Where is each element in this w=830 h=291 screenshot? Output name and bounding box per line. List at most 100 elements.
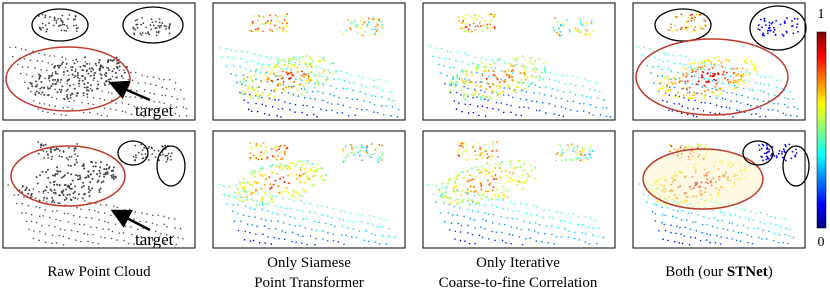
point — [733, 230, 735, 232]
point — [752, 89, 754, 91]
point — [51, 201, 53, 203]
point — [732, 68, 734, 70]
point — [687, 107, 689, 109]
point — [97, 113, 99, 115]
point — [231, 49, 233, 51]
point — [21, 212, 23, 214]
point — [489, 164, 491, 166]
point — [151, 148, 153, 150]
point — [319, 75, 321, 77]
point — [282, 169, 284, 171]
point — [89, 63, 91, 65]
point — [432, 55, 434, 57]
point — [314, 87, 316, 89]
point — [49, 189, 51, 191]
point — [526, 213, 528, 215]
point — [332, 62, 334, 64]
point — [90, 226, 92, 228]
point — [500, 192, 502, 194]
point — [72, 74, 74, 76]
point — [82, 197, 84, 199]
point — [592, 150, 594, 152]
point — [317, 90, 319, 92]
point — [545, 86, 547, 88]
point — [268, 99, 270, 101]
point — [709, 96, 711, 98]
point — [142, 149, 144, 151]
point — [691, 146, 693, 148]
point — [347, 155, 349, 157]
point — [522, 55, 524, 57]
point — [221, 56, 223, 58]
point — [491, 231, 493, 233]
point — [745, 217, 747, 219]
point — [760, 83, 762, 85]
point — [687, 27, 689, 29]
point — [279, 178, 281, 180]
point — [638, 183, 640, 185]
point — [691, 17, 693, 19]
point — [725, 67, 727, 69]
point — [492, 17, 494, 19]
point — [260, 145, 262, 147]
point — [103, 173, 105, 175]
point — [313, 184, 315, 186]
point — [315, 238, 317, 240]
point — [156, 224, 158, 226]
point — [692, 83, 694, 85]
point — [254, 208, 256, 210]
point — [69, 14, 71, 16]
point — [480, 189, 482, 191]
point — [145, 32, 147, 34]
point — [449, 58, 451, 60]
point — [238, 230, 240, 232]
point — [720, 92, 722, 94]
point — [357, 32, 359, 34]
point — [262, 16, 264, 18]
point — [306, 218, 308, 220]
point — [292, 75, 294, 77]
point — [767, 109, 769, 111]
point — [233, 57, 235, 59]
point — [692, 70, 694, 72]
point — [294, 225, 296, 227]
point — [83, 167, 85, 169]
point — [232, 204, 234, 206]
point — [671, 145, 673, 147]
point — [752, 243, 754, 245]
point — [467, 63, 469, 65]
point — [267, 22, 269, 24]
point — [362, 159, 364, 161]
point — [121, 224, 123, 226]
colorbar-min: 0 — [818, 235, 825, 250]
point — [30, 59, 32, 61]
point — [102, 228, 104, 230]
point — [513, 211, 515, 213]
point — [467, 188, 469, 190]
point — [378, 144, 380, 146]
point — [661, 222, 663, 224]
point — [770, 216, 772, 218]
point — [76, 143, 78, 145]
point — [759, 221, 761, 223]
point — [735, 87, 737, 89]
point — [520, 203, 522, 205]
point — [490, 97, 492, 99]
point — [268, 228, 270, 230]
point — [751, 236, 753, 238]
point — [240, 58, 242, 60]
point — [379, 243, 381, 245]
point — [694, 68, 696, 70]
point — [502, 240, 504, 242]
point — [24, 82, 26, 84]
point — [715, 79, 717, 81]
point — [755, 82, 757, 84]
point — [33, 230, 35, 232]
point — [490, 13, 492, 15]
point — [66, 96, 68, 98]
point — [535, 84, 537, 86]
point — [339, 218, 341, 220]
point — [695, 237, 697, 239]
point — [724, 74, 726, 76]
point — [99, 59, 101, 61]
